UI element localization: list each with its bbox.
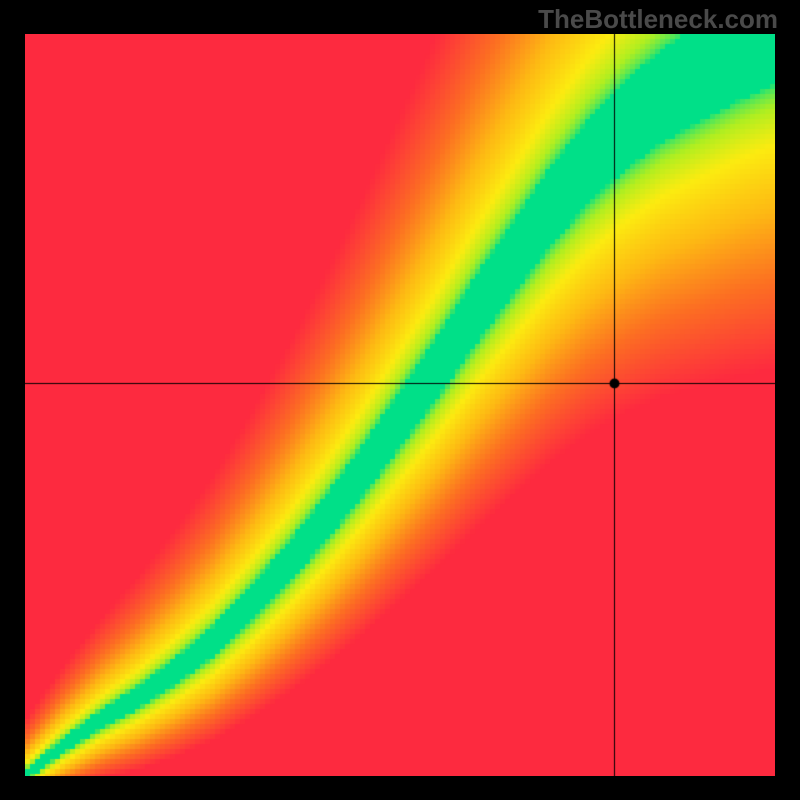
crosshair-overlay: [25, 34, 775, 776]
chart-container: TheBottleneck.com: [0, 0, 800, 800]
watermark-text: TheBottleneck.com: [538, 4, 778, 35]
